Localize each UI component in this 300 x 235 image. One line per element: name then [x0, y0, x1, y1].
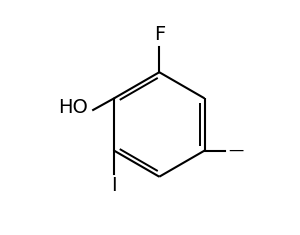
Text: HO: HO	[58, 98, 88, 117]
Text: I: I	[111, 176, 117, 195]
Text: F: F	[154, 25, 165, 44]
Text: —: —	[228, 143, 243, 158]
